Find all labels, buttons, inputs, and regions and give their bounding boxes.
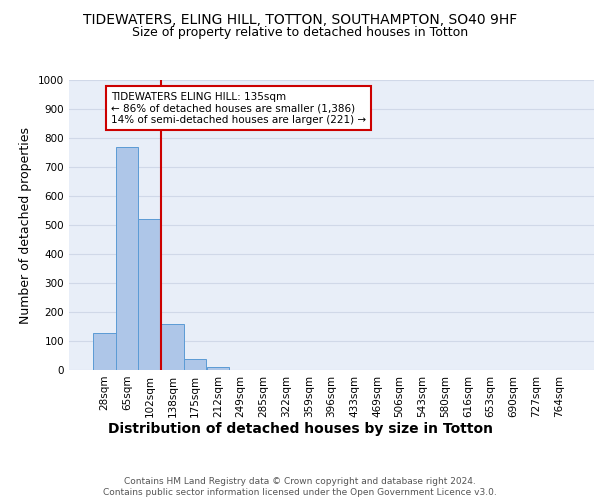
Bar (184, 359, 206, 370)
Bar (93, 333, 116, 370)
Bar (206, 367, 229, 370)
Bar (161, 324, 184, 370)
Text: TIDEWATERS ELING HILL: 135sqm
← 86% of detached houses are smaller (1,386)
14% o: TIDEWATERS ELING HILL: 135sqm ← 86% of d… (111, 92, 366, 125)
Y-axis label: Number of detached properties: Number of detached properties (19, 126, 32, 324)
Bar (116, 146, 139, 370)
Text: Contains HM Land Registry data © Crown copyright and database right 2024.
Contai: Contains HM Land Registry data © Crown c… (103, 478, 497, 497)
Text: TIDEWATERS, ELING HILL, TOTTON, SOUTHAMPTON, SO40 9HF: TIDEWATERS, ELING HILL, TOTTON, SOUTHAMP… (83, 12, 517, 26)
Bar (139, 219, 161, 370)
Text: Size of property relative to detached houses in Totton: Size of property relative to detached ho… (132, 26, 468, 39)
Text: Distribution of detached houses by size in Totton: Distribution of detached houses by size … (107, 422, 493, 436)
